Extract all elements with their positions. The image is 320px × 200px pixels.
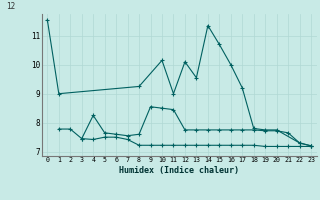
Text: 12: 12 [6, 2, 15, 11]
X-axis label: Humidex (Indice chaleur): Humidex (Indice chaleur) [119, 166, 239, 175]
